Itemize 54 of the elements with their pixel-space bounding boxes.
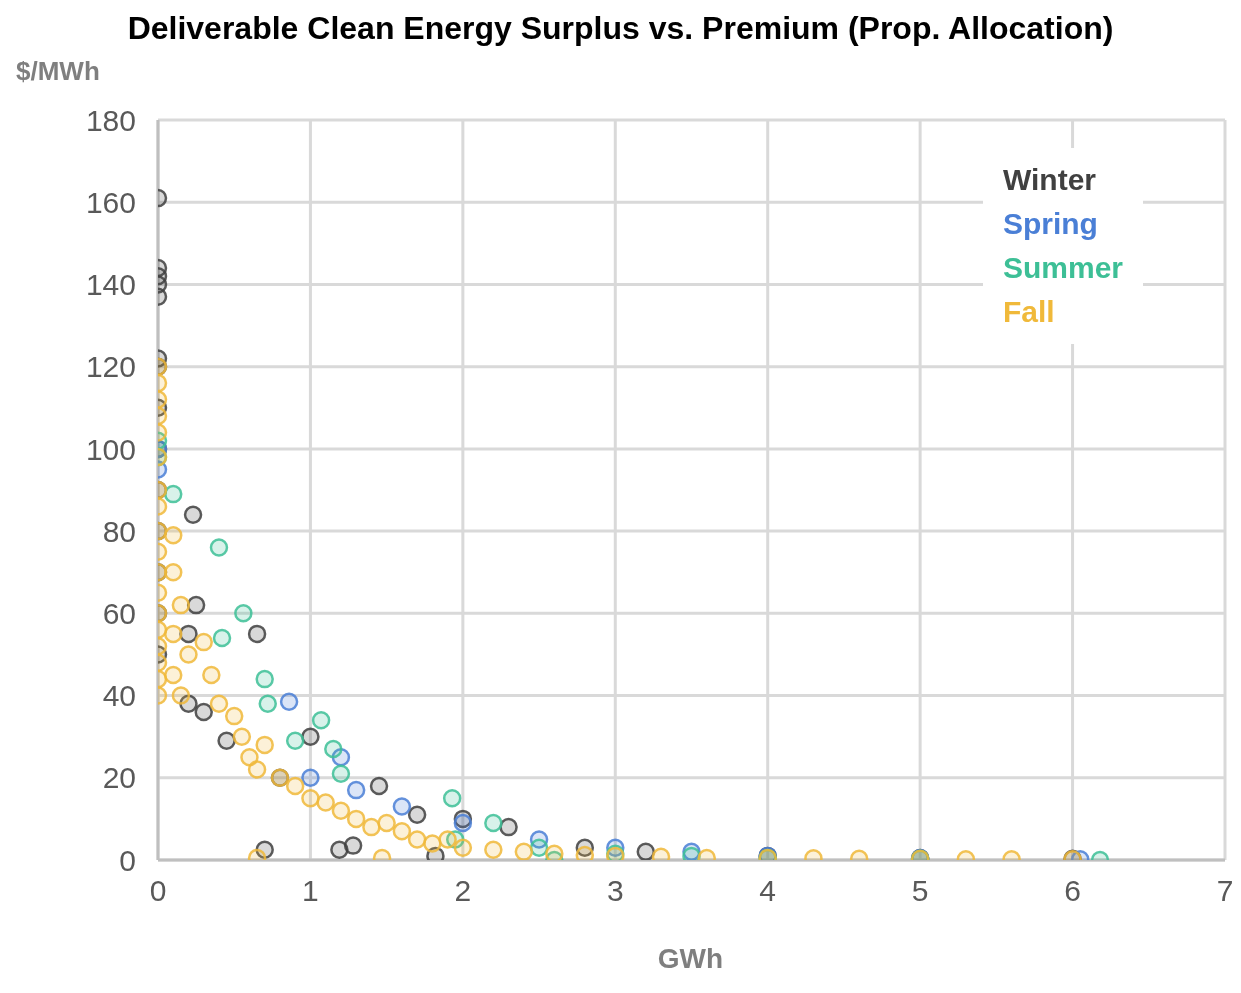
point bbox=[484, 813, 503, 833]
point bbox=[499, 817, 518, 837]
x-tick-label: 2 bbox=[454, 874, 472, 908]
y-axis-title: $/MWh bbox=[16, 56, 100, 87]
y-tick-label: 180 bbox=[85, 103, 136, 137]
point bbox=[392, 797, 412, 816]
y-tick-label: 120 bbox=[85, 350, 136, 384]
x-tick-label: 1 bbox=[302, 874, 319, 908]
point bbox=[343, 836, 363, 855]
x-tick-label: 4 bbox=[759, 874, 777, 908]
point bbox=[311, 710, 331, 730]
y-tick-label: 160 bbox=[85, 185, 136, 219]
point bbox=[194, 702, 213, 722]
y-tick-label: 80 bbox=[102, 514, 136, 548]
point bbox=[163, 484, 183, 504]
point bbox=[247, 624, 267, 644]
point bbox=[255, 669, 274, 689]
point bbox=[301, 727, 320, 746]
y-tick-label: 40 bbox=[102, 679, 136, 713]
chart-title: Deliverable Clean Energy Surplus vs. Premium (Prop. Allocation) bbox=[126, 10, 1115, 47]
point bbox=[529, 838, 549, 857]
x-tick-label: 0 bbox=[149, 874, 167, 908]
text: Spring bbox=[1002, 206, 1099, 242]
text: Fall bbox=[1002, 294, 1056, 330]
y-tick-label: 0 bbox=[119, 843, 136, 877]
y-tick-label: 60 bbox=[102, 596, 136, 630]
point bbox=[279, 692, 299, 711]
point bbox=[331, 764, 351, 783]
text: Summer bbox=[1002, 250, 1123, 286]
x-tick-label: 7 bbox=[1216, 874, 1234, 908]
point bbox=[346, 780, 366, 800]
point bbox=[369, 776, 389, 796]
point bbox=[442, 789, 462, 808]
point bbox=[636, 842, 656, 860]
x-axis-title: GWh bbox=[656, 943, 725, 975]
point bbox=[217, 731, 236, 751]
x-tick-label: 5 bbox=[911, 874, 929, 908]
point bbox=[407, 805, 427, 825]
point bbox=[179, 624, 198, 644]
point bbox=[209, 538, 229, 557]
y-tick-label: 100 bbox=[85, 432, 136, 466]
point bbox=[301, 768, 320, 788]
point bbox=[183, 505, 203, 524]
y-tick-label: 140 bbox=[85, 268, 136, 302]
y-tick-label: 20 bbox=[102, 761, 136, 795]
point bbox=[324, 739, 343, 759]
x-tick-label: 3 bbox=[606, 874, 624, 908]
point bbox=[212, 628, 232, 648]
point bbox=[234, 604, 253, 623]
point bbox=[258, 694, 277, 714]
x-tick-label: 6 bbox=[1064, 874, 1081, 908]
text: Winter bbox=[1002, 162, 1097, 198]
point bbox=[285, 731, 305, 751]
point bbox=[186, 595, 206, 615]
